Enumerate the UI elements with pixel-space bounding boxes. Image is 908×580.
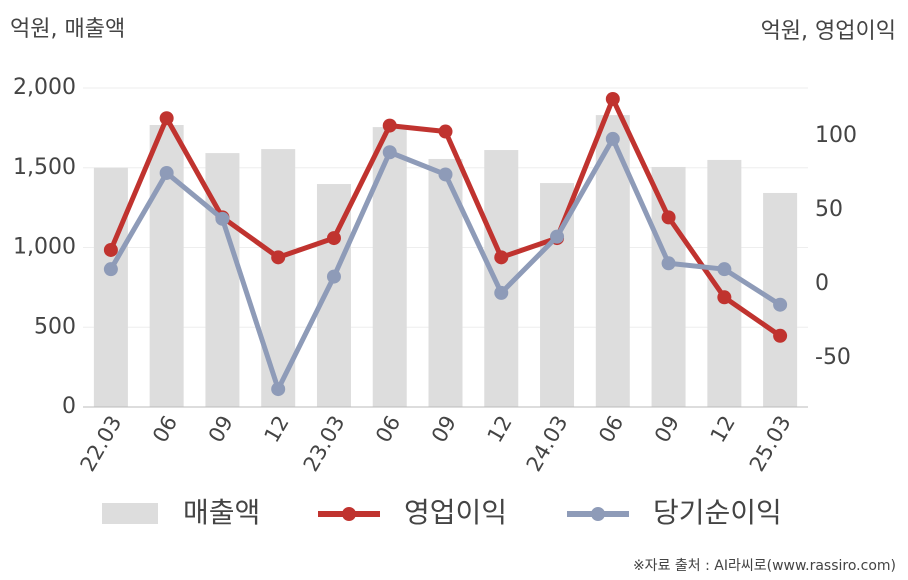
x-tick-label: 09 xyxy=(204,412,238,447)
y-tick-label: 500 xyxy=(34,314,76,339)
x-tick-label: 25.03 xyxy=(745,412,796,476)
y-axis-label: 억원, 매출액 xyxy=(10,17,125,42)
point xyxy=(661,256,676,271)
legend-label: 당기순이익 xyxy=(653,496,782,529)
point xyxy=(773,297,788,312)
x-tick-label: 24.03 xyxy=(522,412,573,476)
point xyxy=(326,269,341,284)
legend-label: 매출액 xyxy=(183,496,260,529)
point xyxy=(438,167,453,182)
point xyxy=(159,111,174,126)
y-tick-label: 1,000 xyxy=(13,235,76,260)
legend-label: 영업이익 xyxy=(404,496,507,529)
point xyxy=(550,229,565,244)
x-tick-label: 22.03 xyxy=(76,412,127,476)
point xyxy=(605,91,620,106)
point xyxy=(103,242,118,257)
legend-swatch xyxy=(102,503,158,524)
point xyxy=(382,118,397,133)
point xyxy=(494,250,509,265)
point xyxy=(494,285,509,300)
x-tick-label: 06 xyxy=(594,412,628,447)
x-tick-label: 12 xyxy=(260,412,294,447)
point xyxy=(605,131,620,146)
x-tick-label: 09 xyxy=(650,412,684,447)
y2-tick-label: 0 xyxy=(815,271,829,296)
point xyxy=(159,165,174,180)
point xyxy=(773,328,788,343)
bar xyxy=(372,127,407,407)
y-tick-label: 0 xyxy=(62,394,76,419)
point xyxy=(717,262,732,277)
point xyxy=(717,290,732,305)
legend-swatch xyxy=(591,507,605,521)
point xyxy=(326,231,341,246)
y2-tick-label: 100 xyxy=(815,123,857,148)
source: ※자료 출처 : AI라씨로(www.rassiro.com) xyxy=(633,558,896,574)
bar xyxy=(93,167,128,407)
x-tick-label: 06 xyxy=(148,412,182,447)
point xyxy=(661,210,676,225)
x-tick-label: 06 xyxy=(371,412,405,447)
y2-tick-label: 50 xyxy=(815,197,843,222)
y2-axis-label: 억원, 영업이익 xyxy=(761,19,896,44)
x-tick-label: 23.03 xyxy=(299,412,350,476)
point xyxy=(103,262,118,277)
y-tick-label: 1,500 xyxy=(13,155,76,180)
x-tick-label: 12 xyxy=(483,412,517,447)
point xyxy=(382,145,397,160)
point xyxy=(438,124,453,139)
y-tick-label: 2,000 xyxy=(13,75,76,100)
x-tick-label: 09 xyxy=(427,412,461,447)
bar xyxy=(651,166,686,407)
point xyxy=(215,211,230,226)
point xyxy=(271,382,286,397)
legend-swatch xyxy=(342,507,356,521)
y2-tick-label: -50 xyxy=(815,345,851,370)
point xyxy=(271,250,286,265)
x-tick-label: 12 xyxy=(706,412,740,447)
